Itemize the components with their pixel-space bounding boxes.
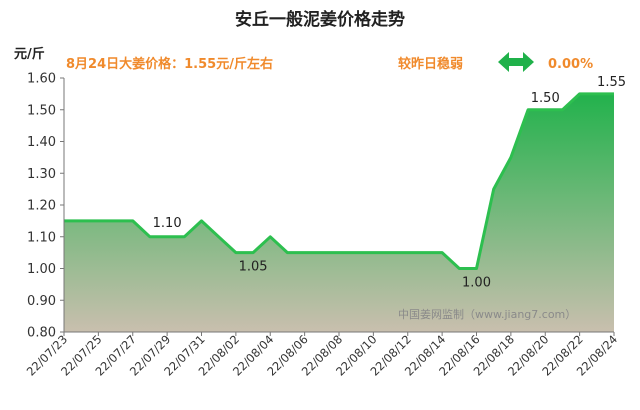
data-label: 1.10 (153, 216, 182, 231)
y-tick-label: 1.40 (27, 135, 56, 150)
data-label: 1.50 (531, 91, 560, 106)
y-tick-label: 1.10 (27, 230, 56, 245)
x-tick-group: 22/07/2322/07/2522/07/2722/07/2922/07/31… (24, 332, 620, 379)
info-right-label: 较昨日稳弱 (398, 56, 463, 72)
y-tick-label: 1.60 (27, 72, 56, 87)
data-label: 1.05 (239, 260, 268, 275)
y-tick-group: 0.80 0.90 1.00 1.10 1.20 1.30 1.40 1.50 1.60 (27, 72, 64, 341)
double-arrow-icon (498, 52, 534, 72)
price-area (64, 93, 614, 333)
chart-title: 安丘一般泥姜价格走势 (235, 9, 405, 30)
data-label: 1.00 (462, 276, 491, 291)
data-label: 1.55 (597, 75, 626, 90)
y-tick-label: 0.80 (27, 326, 56, 341)
y-tick-label: 1.20 (27, 199, 56, 214)
data-label-group: 1.10 1.05 1.00 1.50 1.55 (153, 75, 626, 291)
y-tick-label: 1.00 (27, 262, 56, 277)
y-tick-label: 1.30 (27, 167, 56, 182)
y-tick-label: 1.50 (27, 103, 56, 118)
change-value: 0.00% (548, 57, 593, 72)
y-tick-label: 0.90 (27, 294, 56, 309)
info-left-text: 8月24日大姜价格：1.55元/斤左右 (66, 56, 273, 72)
price-line (64, 92, 614, 270)
y-axis-unit: 元/斤 (14, 46, 45, 62)
watermark-text: 中国姜网监制（www.jiang7.com） (398, 307, 576, 321)
